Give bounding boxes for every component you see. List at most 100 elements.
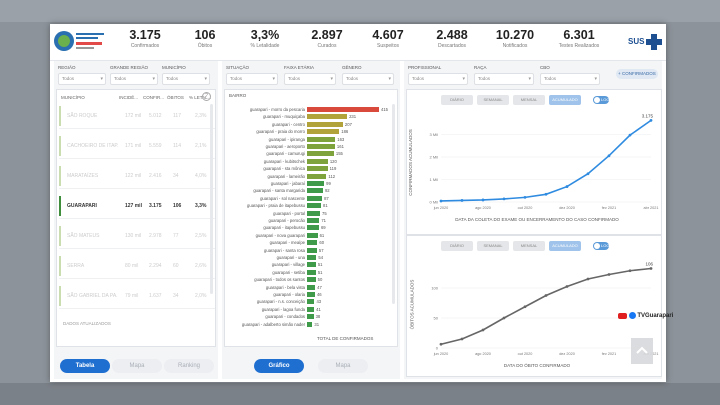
filter-dropdown[interactable]: Todos — [342, 73, 394, 85]
column-header[interactable]: ÓBITOS — [167, 95, 184, 100]
filter-ra-a: RAÇA Todos — [474, 65, 534, 85]
bar-row[interactable]: guarapari - adalberto simão nader 31 — [225, 321, 397, 328]
bar-row[interactable]: guarapari - una 54 — [225, 254, 397, 261]
data-point[interactable] — [586, 172, 590, 176]
bar-row[interactable]: guarapari - itapebussu 69 — [225, 224, 397, 231]
data-point[interactable] — [523, 305, 527, 309]
scroll-top-button[interactable] — [631, 338, 653, 364]
scrollbar[interactable] — [210, 104, 213, 294]
bar-row[interactable]: guarapari - ipiranga 163 — [225, 136, 397, 143]
data-point[interactable] — [481, 198, 485, 202]
bar-row[interactable]: guarapari - portal 75 — [225, 210, 397, 217]
scrollbar[interactable] — [392, 104, 395, 304]
column-header[interactable]: MUNICÍPIO — [61, 95, 85, 100]
tab-mapa[interactable]: Mapa — [318, 359, 368, 373]
log-toggle[interactable] — [593, 96, 609, 104]
row-indicator — [59, 226, 61, 246]
table-row[interactable]: SÃO GABRIEL DA PA. 79 mil 1.637 34 2,0% — [59, 284, 215, 309]
chart-tab-diário[interactable]: DIÁRIO — [441, 95, 473, 105]
data-point[interactable] — [439, 342, 443, 346]
table-row[interactable]: CACHOEIRO DE ITAP. 171 mil 5.559 114 2,1% — [59, 134, 215, 159]
bar-row[interactable]: guarapari - santa rosa 57 — [225, 247, 397, 254]
bar-row[interactable]: guarapari - todos os santos 50 — [225, 276, 397, 283]
bar-row[interactable]: guarapari - morro da pescaria 415 — [225, 106, 397, 113]
filter-dropdown[interactable]: Todos — [474, 73, 534, 85]
filter-dropdown[interactable]: Todos — [162, 73, 210, 85]
column-header[interactable]: % LETAL... — [189, 95, 212, 100]
bar-row[interactable]: guarapari - praia de itapebussu 81 — [225, 202, 397, 209]
filter-dropdown[interactable]: Todos — [58, 73, 106, 85]
end-value-label: 3.175 — [642, 113, 654, 118]
data-point[interactable] — [481, 328, 485, 332]
bar-row[interactable]: guarapari - perocão 71 — [225, 217, 397, 224]
bar-row[interactable]: guarapari - lagoa funda 41 — [225, 306, 397, 313]
chart-tab-acumulado[interactable]: ACUMULADO — [549, 95, 581, 105]
data-point[interactable] — [628, 269, 632, 273]
data-point[interactable] — [439, 199, 443, 203]
data-point[interactable] — [607, 154, 611, 158]
filter-dropdown[interactable]: Todos — [226, 73, 278, 85]
chart-tab-semanal[interactable]: SEMANAL — [477, 241, 509, 251]
data-point[interactable] — [502, 316, 506, 320]
bar-row[interactable]: guarapari - jabaraí 99 — [225, 180, 397, 187]
bar-row[interactable]: guarapari - camurugi 155 — [225, 150, 397, 157]
bar-row[interactable]: guarapari - kubitschek 120 — [225, 158, 397, 165]
tab-tabela[interactable]: Tabela — [60, 359, 110, 373]
column-header[interactable]: INCIDÊ... — [119, 95, 139, 100]
data-point[interactable] — [502, 197, 506, 201]
table-row[interactable]: SÃO MATEUS 130 mil 2.978 77 2,5% — [59, 224, 215, 249]
chart-tab-mensal[interactable]: MENSAL — [513, 95, 545, 105]
tab-mapa[interactable]: Mapa — [112, 359, 162, 373]
data-point[interactable] — [586, 277, 590, 281]
column-header[interactable]: CONFIR... — [143, 95, 164, 100]
filter-dropdown[interactable]: Todos — [408, 73, 468, 85]
data-point[interactable] — [565, 185, 569, 188]
mid-tabs: Gráfico Mapa — [222, 353, 400, 379]
bar-row[interactable]: guarapari - santa margarida 92 — [225, 187, 397, 194]
data-point[interactable] — [628, 133, 632, 137]
chart-tab-diário[interactable]: DIÁRIO — [441, 241, 473, 251]
data-point[interactable] — [607, 273, 611, 276]
kpi-value: 10.270 — [495, 28, 535, 42]
bar-row[interactable]: guarapari - muquiçaba 231 — [225, 113, 397, 120]
bar-row[interactable]: guarapari - aeroporto 161 — [225, 143, 397, 150]
data-point[interactable] — [565, 285, 569, 288]
filter-dropdown[interactable]: Todos — [284, 73, 336, 85]
bar-row[interactable]: guarapari - centro 207 — [225, 121, 397, 128]
bar-row[interactable]: guarapari - lameirão 112 — [225, 173, 397, 180]
data-point[interactable] — [523, 195, 527, 199]
data-point[interactable] — [544, 294, 548, 297]
filter-dropdown[interactable]: Todos — [110, 73, 158, 85]
bar-row[interactable]: guarapari - praia do morro 186 — [225, 128, 397, 135]
table-row[interactable]: SÃO ROQUE 172 mil 5.012 117 2,3% — [59, 104, 215, 129]
bar-row[interactable]: guarapari - nova guarapari 61 — [225, 232, 397, 239]
refresh-icon[interactable]: ? — [202, 92, 211, 101]
log-toggle[interactable] — [593, 242, 609, 250]
filter-dropdown[interactable]: Todos — [540, 73, 600, 85]
data-point[interactable] — [649, 267, 653, 270]
bar — [307, 181, 325, 186]
data-point[interactable] — [649, 118, 653, 122]
data-point[interactable] — [544, 192, 548, 196]
bar-row[interactable]: guarapari - sol nascente 87 — [225, 195, 397, 202]
bar-row[interactable]: guarapari - olaria 46 — [225, 291, 397, 298]
tab-grafico[interactable]: Gráfico — [254, 359, 304, 373]
bar-row[interactable]: guarapari - village 51 — [225, 261, 397, 268]
confirmados-filter-button[interactable]: + CONFIRMADOS — [616, 69, 658, 79]
bar-row[interactable]: guarapari - setiba 51 — [225, 269, 397, 276]
bar-row[interactable]: guarapari - n.s. conceição 43 — [225, 298, 397, 305]
data-point[interactable] — [460, 199, 464, 202]
bar-row[interactable]: guarapari - sta mônica 119 — [225, 165, 397, 172]
table-row[interactable]: GUARAPARI 127 mil 3.175 106 3,3% — [59, 194, 215, 219]
table-row[interactable]: MARATAÍZES 122 mil 2.416 34 4,0% — [59, 164, 215, 189]
bar-row[interactable]: guarapari - meaípe 60 — [225, 239, 397, 246]
tab-ranking[interactable]: Ranking — [164, 359, 214, 373]
bar-value-label: 155 — [335, 151, 343, 157]
bar-row[interactable]: guarapari - condados 38 — [225, 313, 397, 320]
chart-tab-acumulado[interactable]: ACUMULADO — [549, 241, 581, 251]
data-point[interactable] — [460, 337, 464, 341]
chart-tab-mensal[interactable]: MENSAL — [513, 241, 545, 251]
bar-row[interactable]: guarapari - bela vista 47 — [225, 284, 397, 291]
table-row[interactable]: SERRA 80 mil 2.294 60 2,6% — [59, 254, 215, 279]
chart-tab-semanal[interactable]: SEMANAL — [477, 95, 509, 105]
